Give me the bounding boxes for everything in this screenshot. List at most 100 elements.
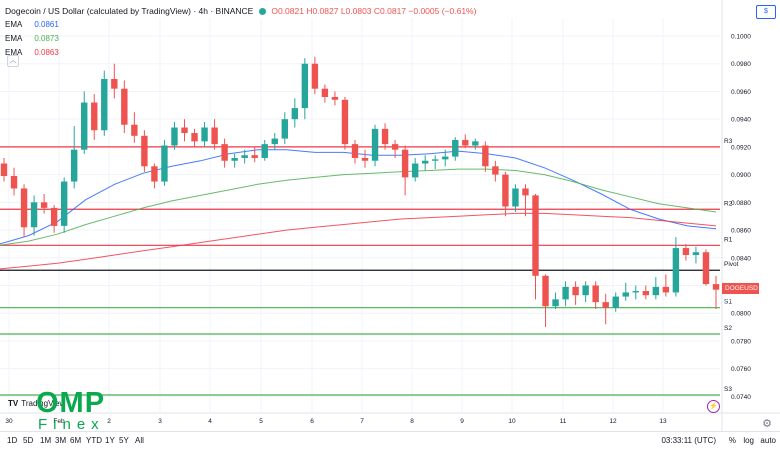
timeframe-5d[interactable]: 5D — [23, 436, 34, 445]
y-tick-label: 0.0860 — [731, 228, 751, 235]
candle-body — [592, 285, 599, 303]
candle-body — [311, 63, 319, 89]
y-tick-label: 0.0840 — [731, 255, 751, 262]
auto-scale-toggle[interactable]: auto — [760, 436, 776, 445]
candle-body — [391, 144, 399, 150]
timeframe-1m[interactable]: 1M — [40, 436, 52, 445]
x-tick-label: 11 — [560, 418, 567, 425]
gear-icon[interactable]: ⚙ — [762, 418, 772, 430]
level-label-r2: R2 — [724, 200, 733, 207]
candle-body — [141, 135, 148, 167]
timeframe-5y[interactable]: 5Y — [119, 436, 129, 445]
candle-body — [241, 155, 248, 158]
candle-body — [532, 195, 539, 276]
candle-body — [712, 284, 720, 290]
candle-body — [81, 102, 88, 150]
ohlc-values: O0.0821 H0.0827 L0.0803 C0.0817 −0.0005 … — [271, 6, 477, 16]
chevron-up-icon[interactable]: ︿ — [7, 55, 19, 67]
candle-body — [482, 145, 489, 167]
candle-body — [331, 97, 339, 100]
level-label-pivot: Pivot — [724, 261, 739, 268]
percent-scale-toggle[interactable]: % — [728, 436, 736, 445]
timeframe-all[interactable]: All — [135, 436, 144, 445]
last-price-tag: DOGEUSD 26:50 — [722, 283, 759, 303]
y-tick-label: 0.0960 — [731, 89, 751, 96]
level-label-r3: R3 — [724, 138, 733, 145]
candle-body — [10, 176, 18, 189]
market-open-dot — [259, 8, 267, 15]
candle-body — [452, 139, 459, 157]
ema-legend-1[interactable]: EMA 0.0861 — [5, 20, 59, 29]
y-tick-label: 0.0740 — [731, 394, 751, 401]
candle-body — [341, 99, 349, 145]
y-tick-label: 0.0900 — [731, 172, 751, 179]
candle-body — [211, 127, 218, 145]
timeframe-1d[interactable]: 1D — [7, 436, 18, 445]
x-tick-label: 12 — [609, 418, 617, 425]
candle-body — [171, 127, 178, 146]
candle-body — [161, 145, 168, 182]
y-tick-label: 0.0780 — [731, 338, 751, 345]
candle-body — [542, 275, 549, 307]
omp-finex-watermark: OMP Finex — [36, 387, 106, 433]
candle-body — [60, 181, 68, 226]
tradingview-logo[interactable]: TV TradingView — [8, 399, 66, 408]
level-label-s3: S3 — [724, 386, 732, 393]
timeframe-ytd[interactable]: YTD — [86, 436, 102, 445]
candle-body — [442, 156, 449, 160]
candle-body — [432, 159, 439, 161]
candle-body — [191, 133, 198, 142]
price-chart[interactable]: R3 R2 R1 Pivot S1 S2 S3 0.0740 0.0760 0.0780 0.08… — [0, 0, 780, 431]
candle-body — [502, 174, 509, 207]
candle-body — [91, 102, 98, 131]
candle-body — [632, 291, 639, 293]
candle-body — [181, 127, 188, 134]
y-tick-label: 0.1000 — [731, 34, 751, 41]
candle-body — [381, 128, 389, 145]
ema-legend-2[interactable]: EMA 0.0873 — [5, 34, 59, 43]
candle-body — [462, 139, 469, 146]
candle-body — [321, 88, 329, 97]
candle-body — [692, 252, 700, 255]
pivot-levels: R3 R2 R1 Pivot S1 S2 S3 — [0, 138, 739, 396]
x-tick-label: 6 — [310, 418, 314, 425]
candle-body — [121, 88, 128, 125]
candle-body — [291, 108, 299, 120]
candle-body — [682, 248, 690, 255]
x-tick-label: Feb — [53, 418, 65, 425]
y-tick-label: 0.0940 — [731, 117, 751, 124]
x-tick-label: 13 — [659, 418, 667, 425]
y-tick-label: 0.0880 — [731, 200, 751, 207]
level-label-r1: R1 — [724, 236, 733, 243]
candle-body — [672, 248, 680, 293]
candle-body — [40, 202, 48, 208]
utc-clock[interactable]: 03:33:11 (UTC) — [661, 436, 716, 445]
x-tick-label: 2 — [107, 418, 111, 425]
log-scale-toggle[interactable]: log — [743, 436, 754, 445]
candle-body — [522, 188, 529, 196]
time-axis: 30 Feb 2 3 4 5 6 7 8 9 10 11 12 13 — [5, 418, 667, 425]
x-tick-label: 7 — [360, 418, 364, 425]
scale-toggle-button[interactable]: $ — [756, 5, 776, 19]
candle-body — [512, 188, 519, 207]
ema-legend-3[interactable]: EMA 0.0863 — [5, 48, 59, 57]
lightning-icon[interactable]: ⚡ — [707, 400, 720, 413]
ema-line-2 — [0, 168, 717, 246]
y-tick-label: 0.0800 — [731, 311, 751, 318]
candle-body — [20, 188, 28, 228]
candle-body — [131, 124, 138, 136]
timeframe-3m[interactable]: 3M — [55, 436, 67, 445]
candle-body — [361, 157, 369, 161]
x-tick-label: 9 — [460, 418, 464, 425]
y-tick-label: 0.0980 — [731, 61, 751, 68]
candle-body — [201, 127, 208, 142]
timeframe-6m[interactable]: 6M — [70, 436, 82, 445]
x-tick-label: 30 — [5, 418, 13, 425]
y-tick-label: 0.0760 — [731, 366, 751, 373]
candle-body — [411, 163, 419, 178]
candle-body — [602, 302, 609, 308]
candle-body — [702, 252, 710, 285]
timeframe-1y[interactable]: 1Y — [105, 436, 115, 445]
x-tick-label: 10 — [508, 418, 516, 425]
candle-body — [221, 144, 228, 161]
